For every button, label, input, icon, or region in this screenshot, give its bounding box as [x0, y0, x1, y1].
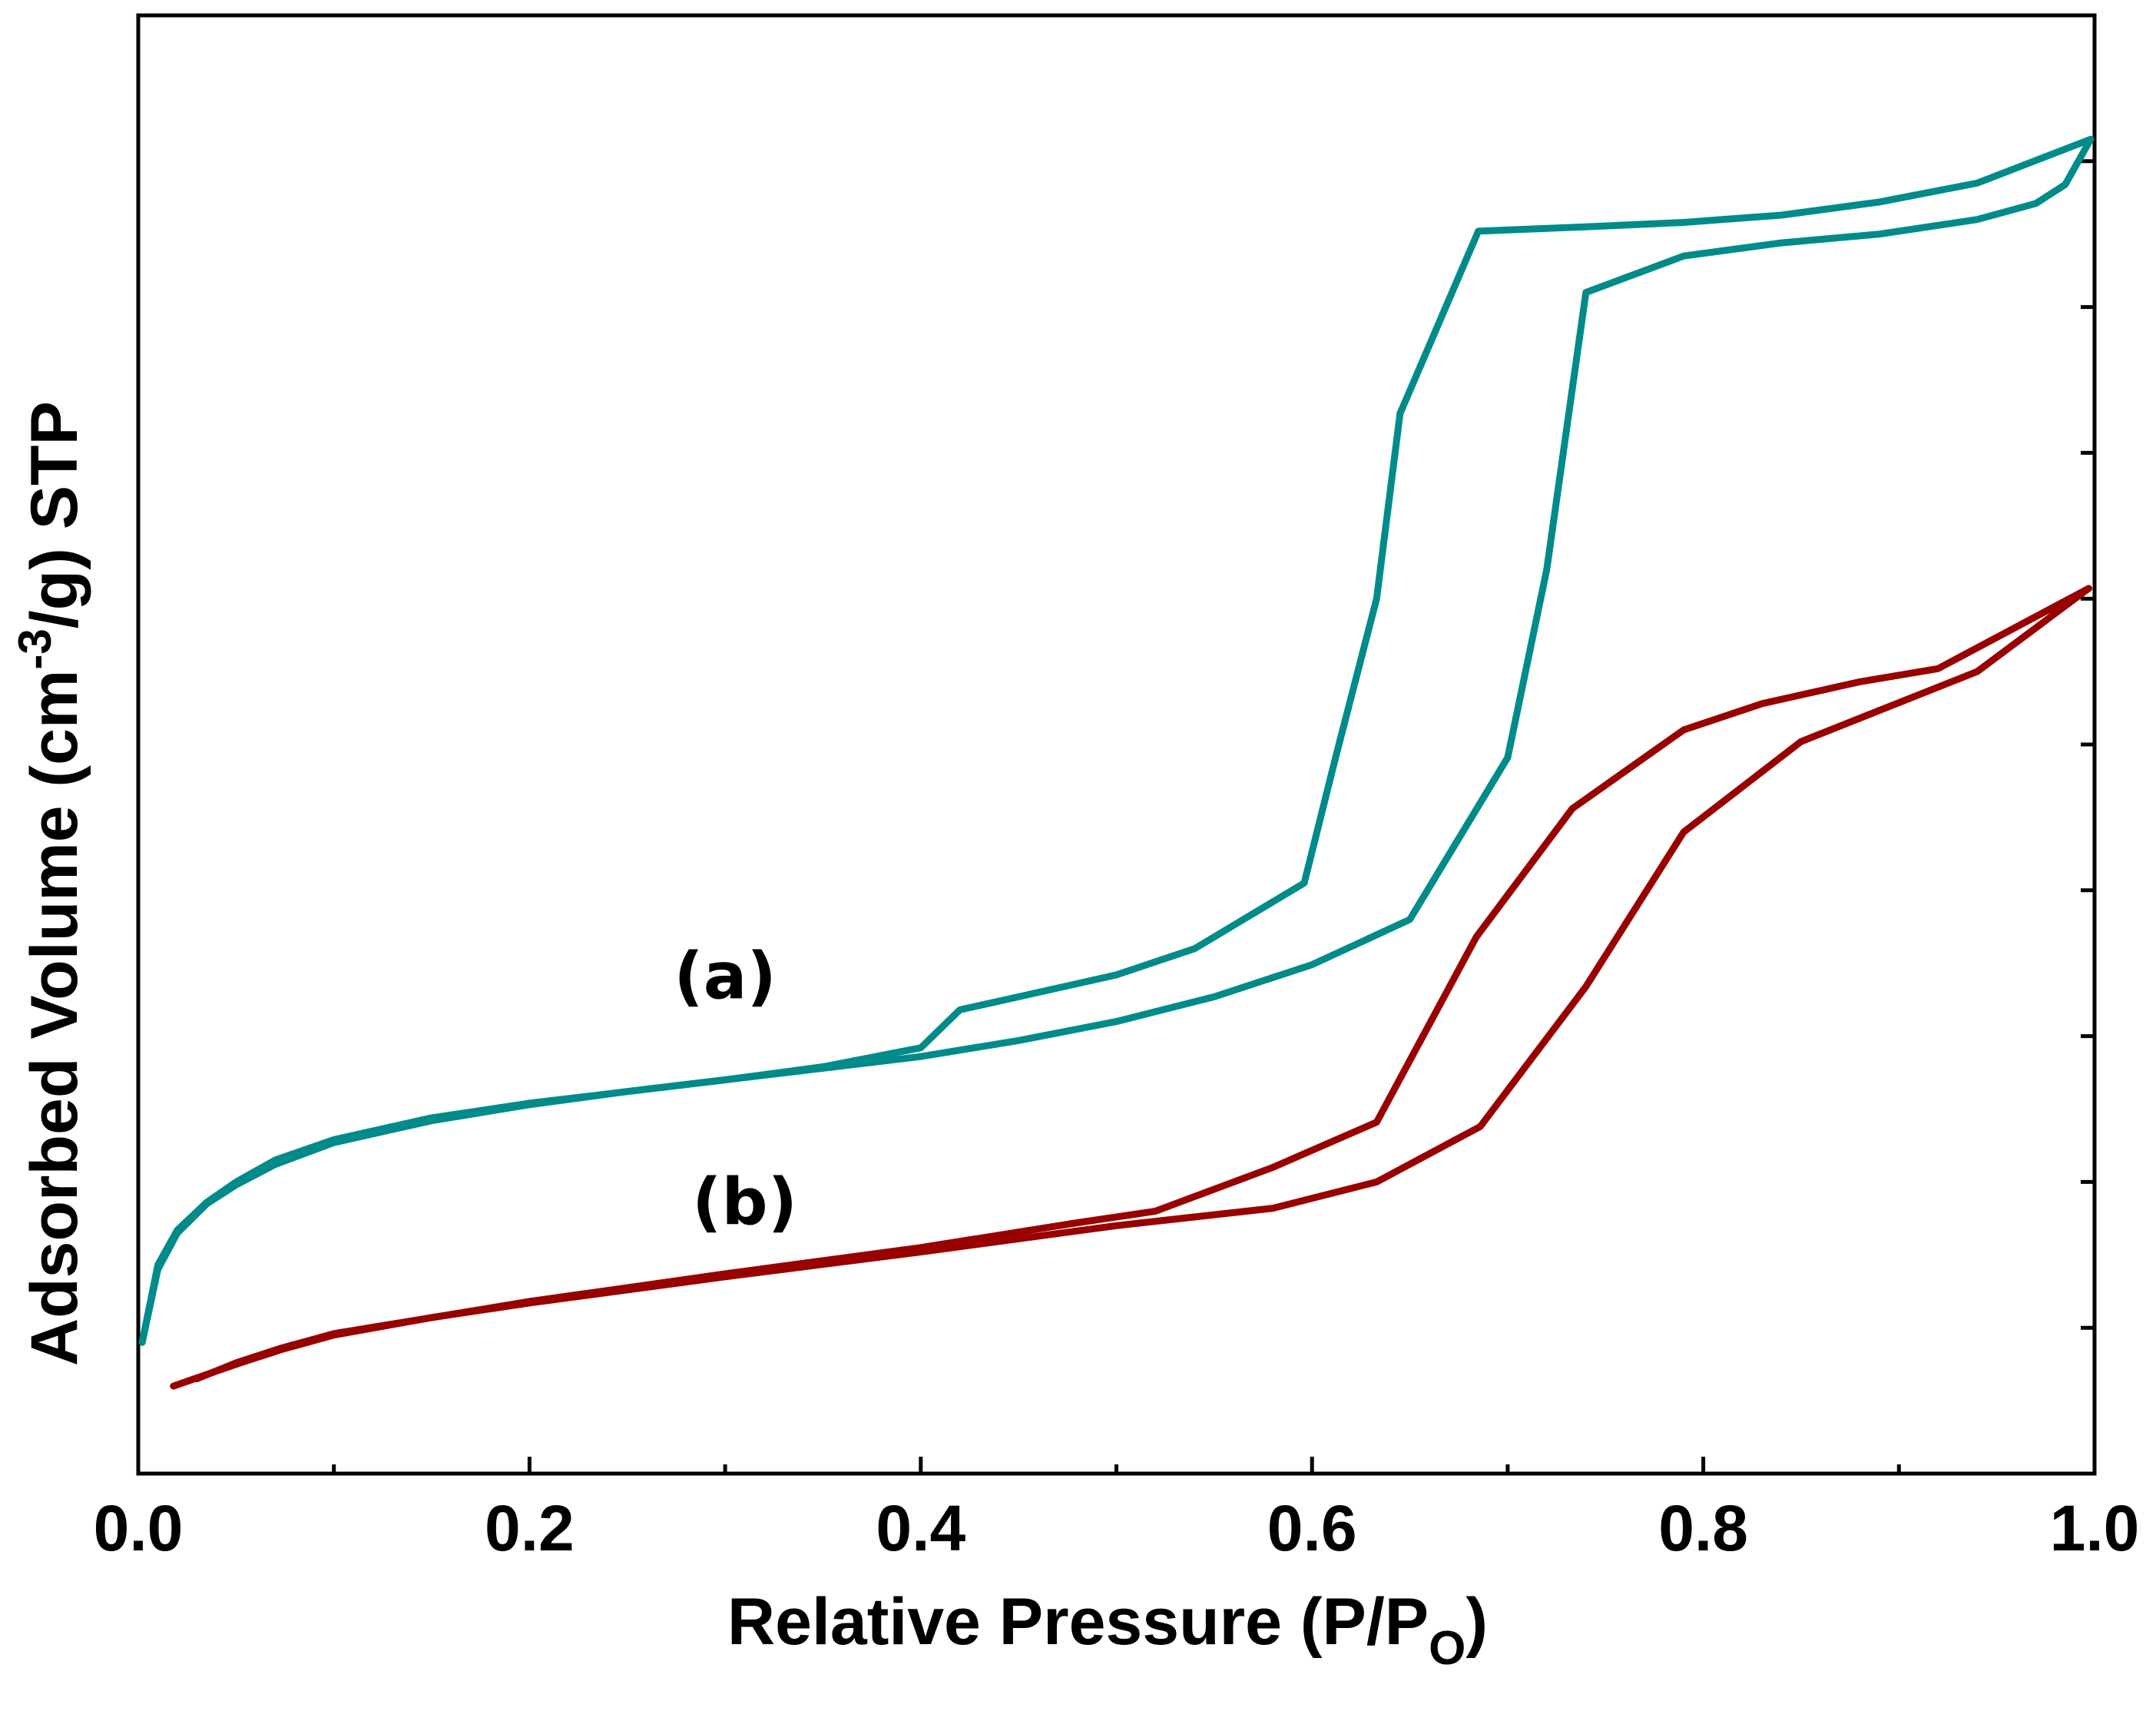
y-axis-title: Adsorbed Volume (cm-3/g) STP — [9, 401, 91, 1366]
x-axis-title-close: ) — [1465, 1585, 1488, 1659]
x-axis-title-main: Relative Pressure (P/P — [727, 1585, 1429, 1659]
series-a-label: (a) — [674, 938, 776, 1013]
series-b-adsorption-line — [170, 585, 2092, 1390]
series-b-desorption-line — [193, 585, 2092, 1383]
y-axis-ticks — [2081, 159, 2095, 1330]
x-tick-label: 0.4 — [876, 1492, 965, 1564]
x-tick-label: 0.2 — [485, 1492, 575, 1564]
y-axis-title-superscript: -3 — [9, 628, 61, 669]
x-tick-label: 0.6 — [1267, 1492, 1357, 1564]
series-b-label: (b) — [692, 1164, 797, 1239]
x-tick-label: 0.0 — [94, 1492, 184, 1564]
y-axis-title-main: Adsorbed Volume (cm — [18, 670, 91, 1366]
x-axis-ticks: 0.0 0.2 0.4 0.6 0.8 1.0 — [94, 1457, 2140, 1564]
x-tick-label: 0.8 — [1658, 1492, 1748, 1564]
x-axis-title: Relative Pressure (P/PO) — [727, 1585, 1488, 1675]
series-a-desorption-line — [138, 135, 2095, 1346]
x-axis-title-subscript: O — [1429, 1622, 1465, 1675]
series-layer — [138, 135, 2095, 1390]
x-tick-label: 1.0 — [2050, 1492, 2140, 1564]
y-axis-title-rest: /g) STP — [18, 401, 91, 628]
